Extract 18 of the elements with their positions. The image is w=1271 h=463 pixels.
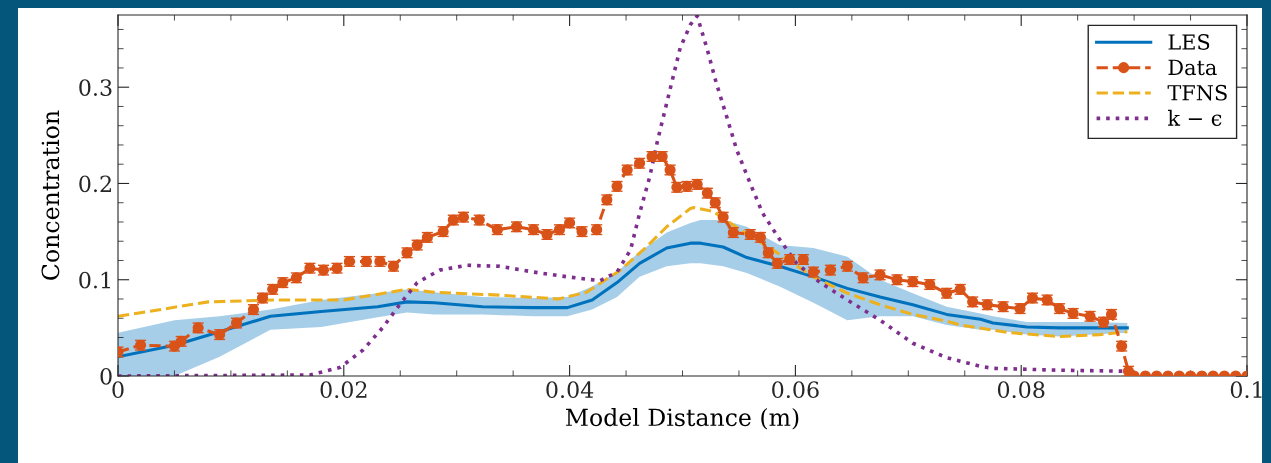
- y-tick-label: 0.2: [79, 175, 111, 193]
- x-tick-label: 0: [112, 381, 124, 399]
- line-series: [118, 241, 1129, 359]
- x-tick-label: 0.06: [772, 381, 819, 399]
- y-tick-label: 0: [100, 367, 112, 385]
- y-tick-label: 0.1: [79, 271, 110, 289]
- y-axis-title: Concentration: [41, 110, 60, 280]
- legend-label: Data: [1168, 59, 1217, 76]
- x-tick-label: 0.02: [320, 381, 367, 399]
- legend-label: TFNS: [1167, 84, 1227, 101]
- x-axis-title: Model Distance (m): [565, 407, 799, 430]
- x-tick-label: 0.08: [997, 381, 1045, 399]
- line-series: [118, 206, 1129, 339]
- x-tick-label: 0.1: [1230, 381, 1262, 399]
- y-tick-label: 0.3: [79, 79, 112, 96]
- legend-label: LES: [1168, 34, 1210, 50]
- x-tick-label: 0.04: [546, 381, 594, 399]
- legend-label: k − ϵ: [1168, 109, 1222, 126]
